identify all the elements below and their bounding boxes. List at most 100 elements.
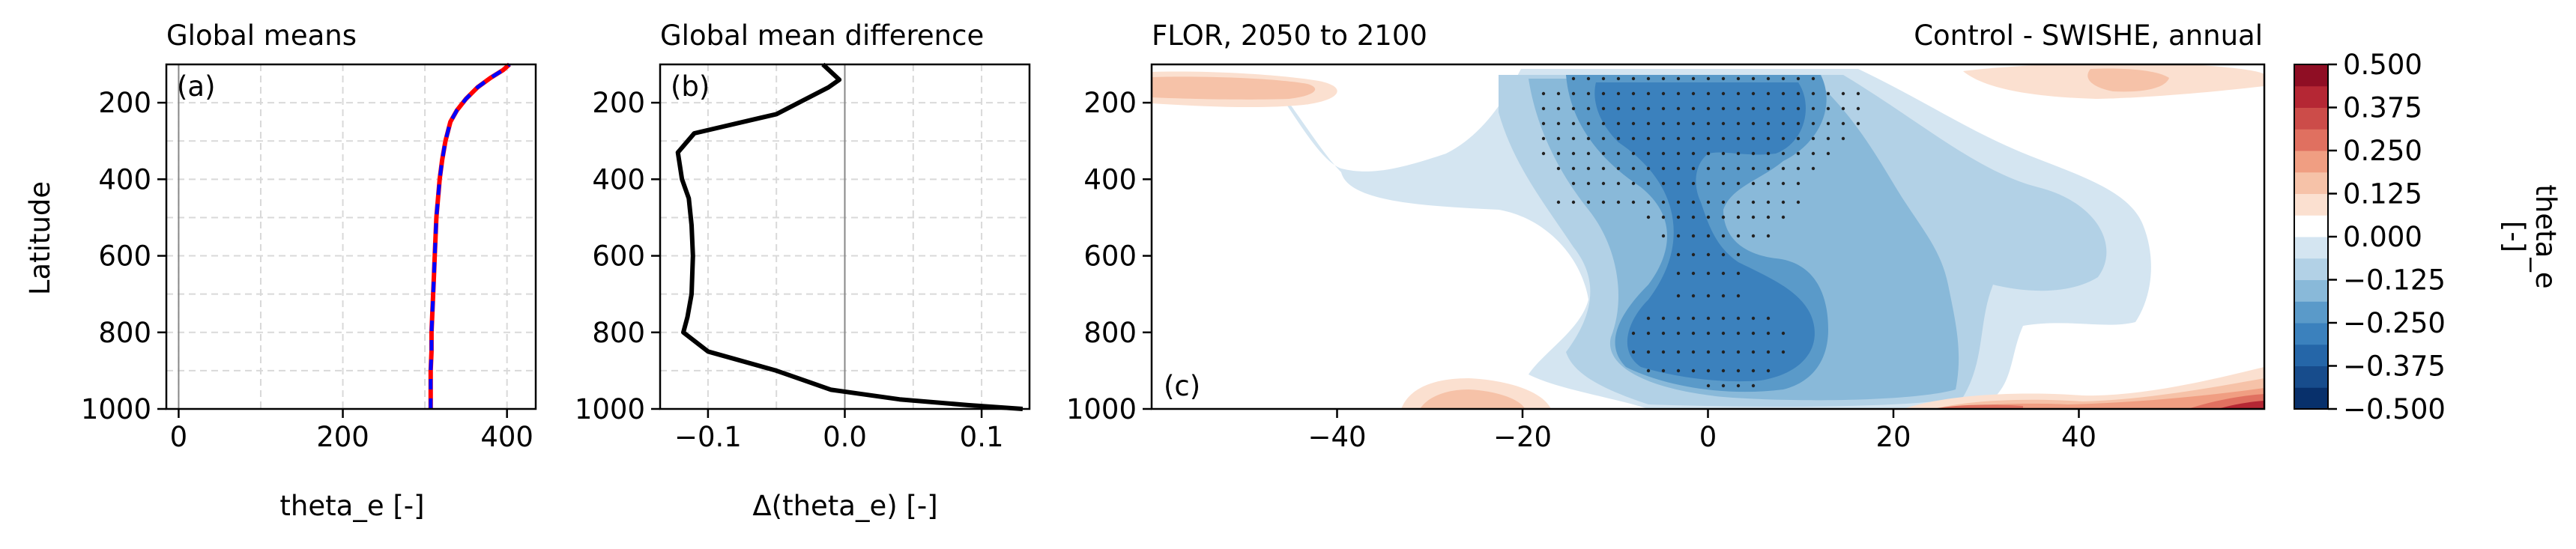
- panel-b-ytick-label: 1000: [575, 393, 645, 425]
- panel-a-ytick-label: 1000: [81, 393, 151, 425]
- significance-dot: [1616, 181, 1621, 186]
- panel-c-title-right: Control - SWISHE, annual: [1914, 19, 2263, 52]
- significance-dot: [1661, 106, 1666, 111]
- significance-dot: [1601, 121, 1606, 126]
- significance-dot: [1616, 136, 1621, 141]
- significance-dot: [1601, 166, 1606, 171]
- significance-dot: [1751, 181, 1756, 186]
- panel-b-xtick-label: 0.0: [823, 421, 867, 453]
- panel-a-xtick-label: 200: [316, 421, 369, 453]
- significance-dot: [1691, 76, 1696, 81]
- colorbar-swatch: [2294, 172, 2328, 194]
- significance-dot: [1706, 383, 1711, 388]
- significance-dot: [1556, 136, 1561, 141]
- significance-dot: [1661, 350, 1666, 354]
- significance-dot: [1706, 234, 1711, 238]
- significance-dot: [1826, 91, 1830, 96]
- significance-dot: [1646, 181, 1651, 186]
- panel-a-title: Global means: [166, 19, 357, 52]
- significance-dot: [1676, 316, 1681, 321]
- significance-dot: [1691, 294, 1696, 298]
- significance-dot: [1676, 106, 1681, 111]
- significance-dot: [1721, 91, 1726, 96]
- significance-dot: [1661, 121, 1666, 126]
- significance-dot: [1706, 166, 1711, 171]
- significance-dot: [1631, 121, 1636, 126]
- significance-dot: [1766, 151, 1771, 156]
- colorbar-tick-label: 0.375: [2343, 92, 2422, 124]
- significance-dot: [1751, 368, 1756, 373]
- significance-dot: [1556, 91, 1561, 96]
- significance-dot: [1766, 91, 1771, 96]
- significance-dot: [1631, 136, 1636, 141]
- significance-dot: [1691, 368, 1696, 373]
- significance-dot: [1676, 166, 1681, 171]
- colorbar-tick-label: −0.125: [2343, 264, 2446, 297]
- significance-dot: [1721, 294, 1726, 298]
- significance-dot: [1586, 76, 1591, 81]
- panel-a-ytick-label: 200: [98, 87, 151, 119]
- panel-c-significance-dots: [1541, 76, 1860, 388]
- significance-dot: [1676, 331, 1681, 336]
- colorbar-swatches: [2294, 64, 2328, 410]
- significance-dot: [1766, 200, 1771, 204]
- significance-dot: [1721, 350, 1726, 354]
- significance-dot: [1601, 91, 1606, 96]
- significance-dot: [1796, 181, 1801, 186]
- significance-dot: [1751, 316, 1756, 321]
- significance-dot: [1781, 106, 1786, 111]
- significance-dot: [1601, 106, 1606, 111]
- significance-dot: [1856, 121, 1860, 126]
- significance-dot: [1676, 350, 1681, 354]
- panel-a-ytick-label: 800: [98, 317, 151, 349]
- significance-dot: [1601, 151, 1606, 156]
- significance-dot: [1601, 76, 1606, 81]
- significance-dot: [1676, 181, 1681, 186]
- significance-dot: [1751, 166, 1756, 171]
- significance-dot: [1706, 316, 1711, 321]
- panel-c-xtick-label: 40: [2061, 421, 2096, 453]
- significance-dot: [1556, 106, 1561, 111]
- significance-dot: [1721, 151, 1726, 156]
- significance-dot: [1646, 350, 1651, 354]
- significance-dot: [1736, 181, 1741, 186]
- significance-dot: [1706, 151, 1711, 156]
- colorbar-tick-label: −0.250: [2343, 307, 2446, 339]
- colorbar-label-line: theta_e: [2530, 184, 2562, 288]
- significance-dot: [1766, 76, 1771, 81]
- significance-dot: [1751, 91, 1756, 96]
- significance-dot: [1691, 106, 1696, 111]
- panel-c-label: (c): [1164, 370, 1200, 402]
- significance-dot: [1616, 166, 1621, 171]
- colorbar-swatch: [2294, 344, 2328, 366]
- colorbar-tick-label: −0.375: [2343, 351, 2446, 383]
- significance-dot: [1631, 331, 1636, 336]
- significance-dot: [1811, 76, 1815, 81]
- significance-dot: [1631, 166, 1636, 171]
- panel-b-ticks: −0.1 0.0 0.1 200 400 600 800 1000: [575, 87, 1004, 453]
- significance-dot: [1856, 106, 1860, 111]
- significance-dot: [1721, 200, 1726, 204]
- significance-dot: [1676, 252, 1681, 257]
- significance-dot: [1646, 151, 1651, 156]
- panel-c-title-left: FLOR, 2050 to 2100: [1152, 19, 1427, 52]
- significance-dot: [1781, 136, 1786, 141]
- significance-dot: [1751, 200, 1756, 204]
- significance-dot: [1661, 368, 1666, 373]
- contour-pos-top-left-inner: [1152, 76, 1316, 100]
- colorbar-tick-label: −0.500: [2343, 393, 2446, 425]
- significance-dot: [1781, 76, 1786, 81]
- significance-dot: [1706, 181, 1711, 186]
- panel-c-ytick-label: 1000: [1066, 393, 1137, 425]
- significance-dot: [1736, 331, 1741, 336]
- colorbar-swatch: [2294, 193, 2328, 216]
- significance-dot: [1811, 121, 1815, 126]
- panel-a-ytick-label: 600: [98, 240, 151, 273]
- significance-dot: [1811, 166, 1815, 171]
- significance-dot: [1736, 200, 1741, 204]
- significance-dot: [1796, 166, 1801, 171]
- panel-a-frame: [165, 63, 537, 410]
- significance-dot: [1721, 368, 1726, 373]
- significance-dot: [1841, 106, 1845, 111]
